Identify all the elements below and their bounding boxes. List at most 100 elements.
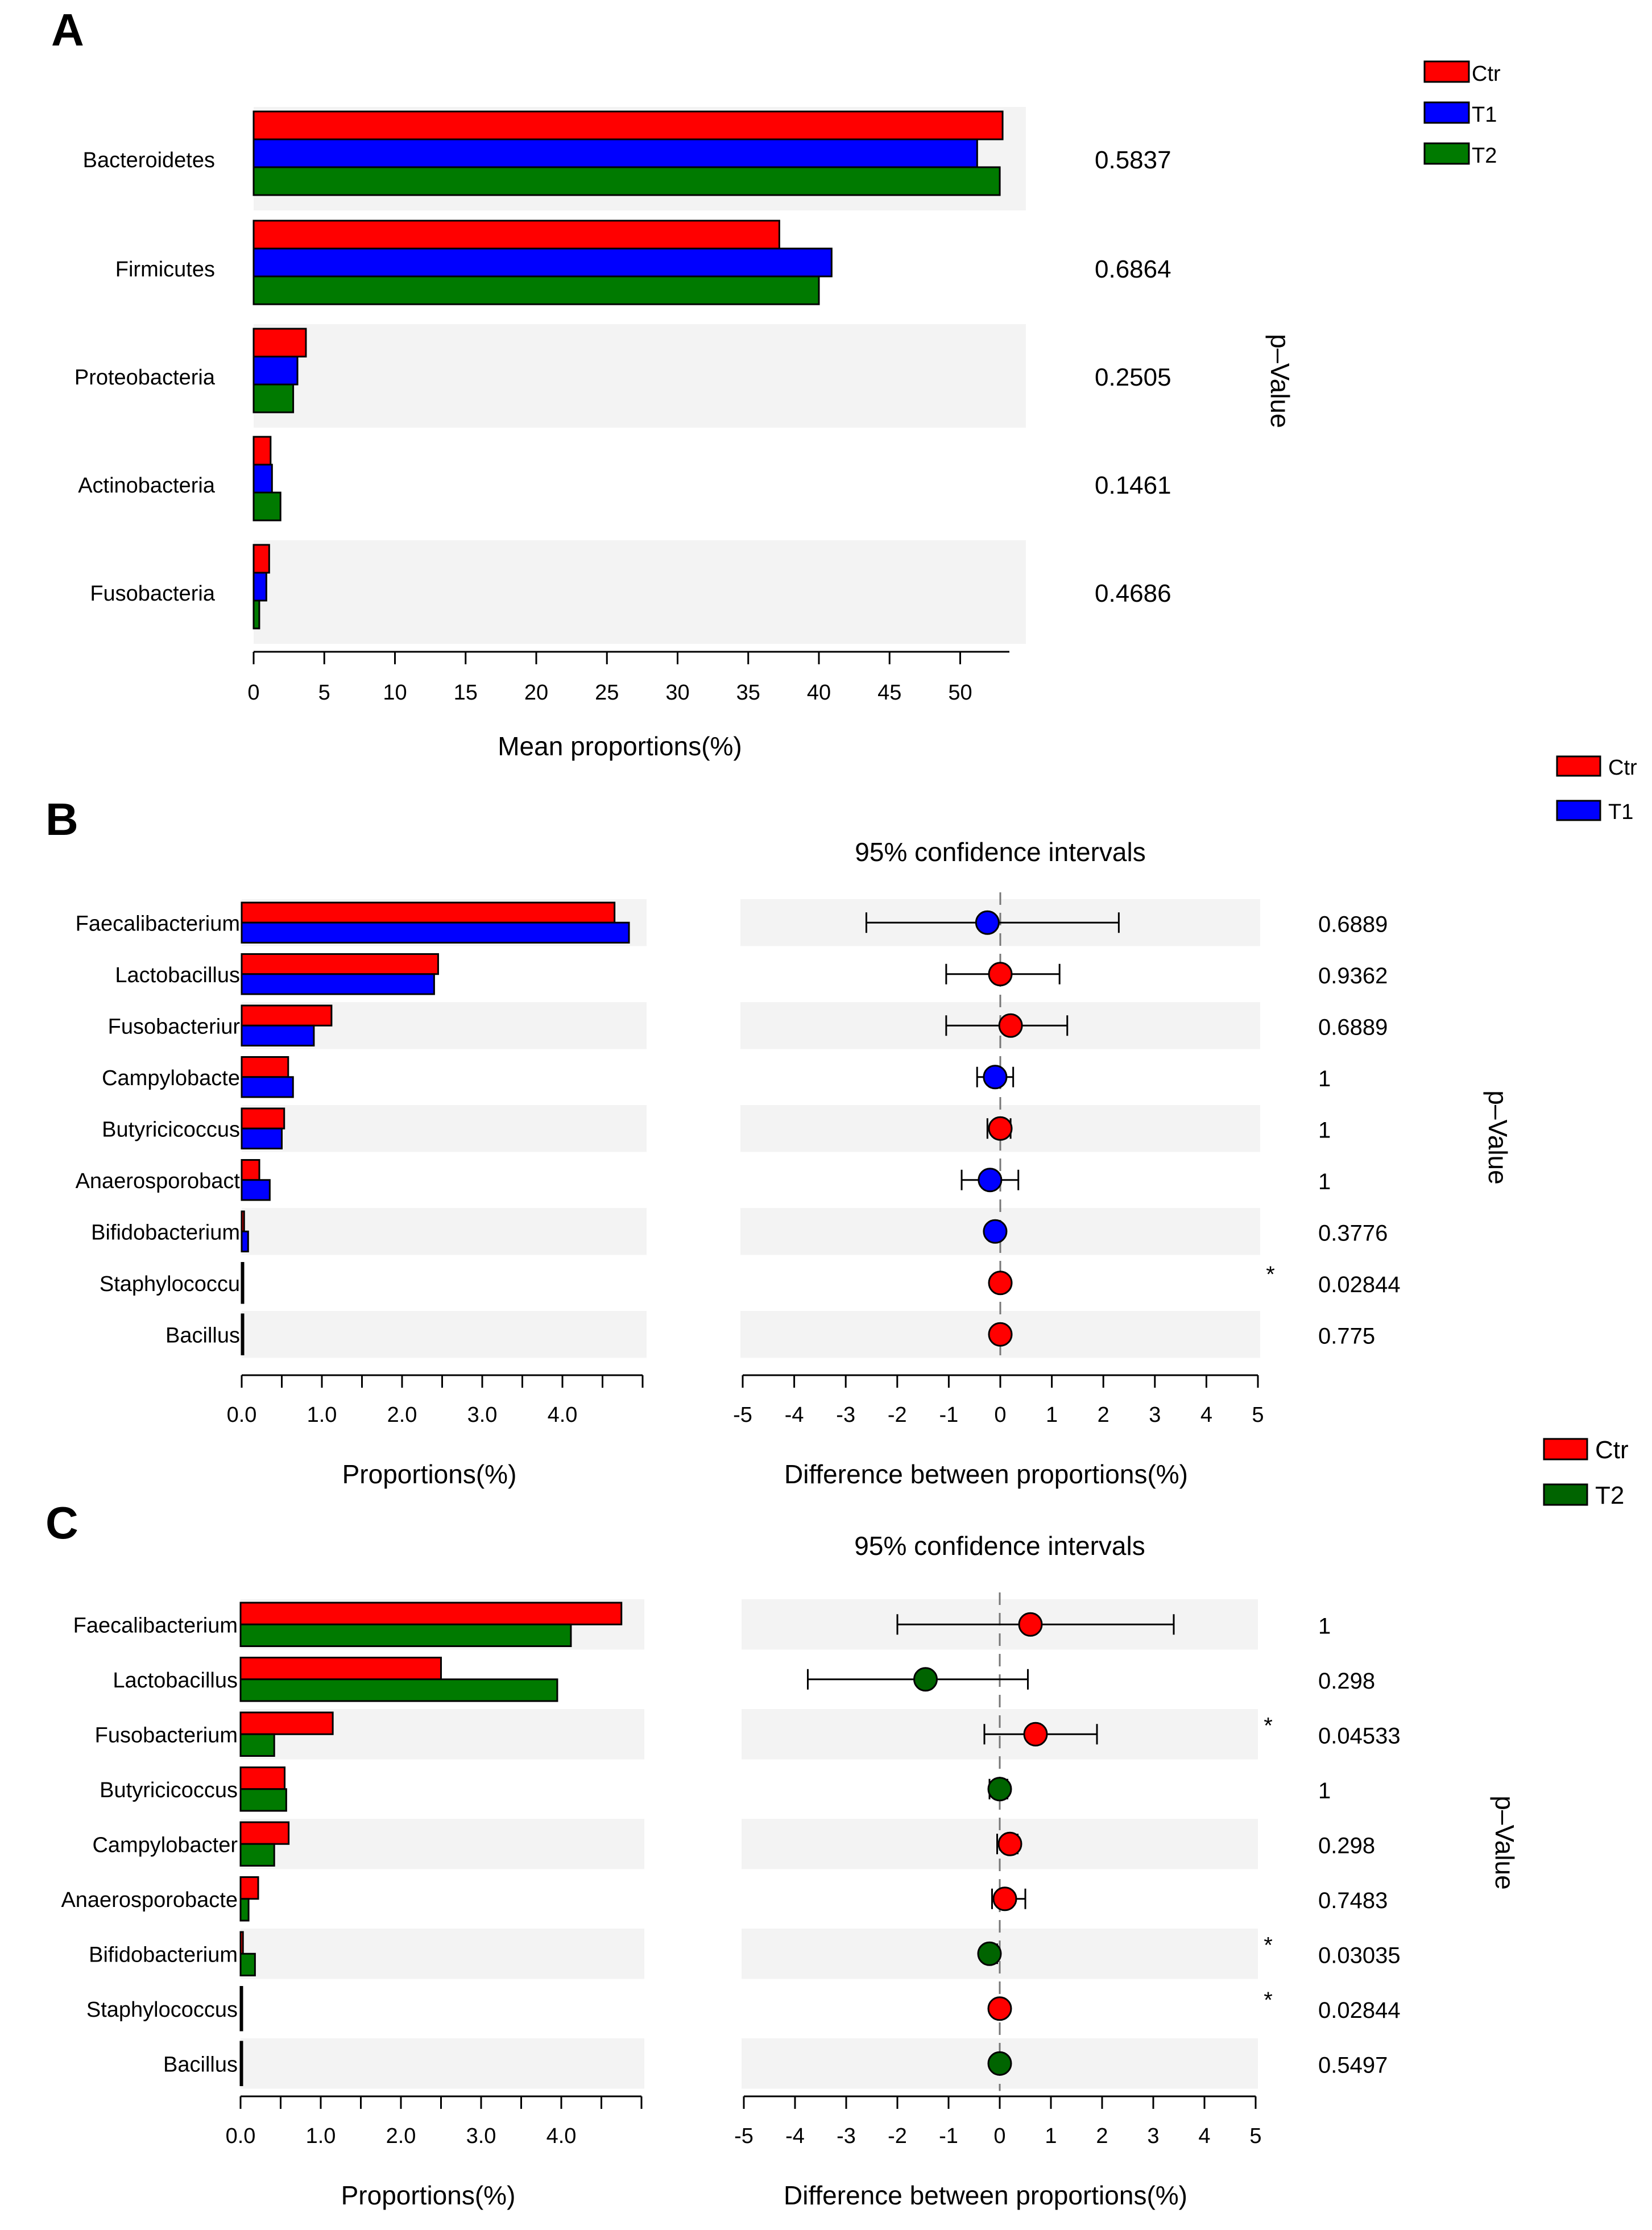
category-label: Bifidobacterium (89, 1943, 238, 1967)
category-label: Fusobacterium (95, 1723, 238, 1747)
ci-x-tick-label: 3 (1147, 2124, 1159, 2148)
bar-ctr (252, 328, 307, 358)
category-label: Lactobacillus (115, 963, 240, 987)
p-value: 0.298 (1318, 1833, 1375, 1858)
p-value: 0.02844 (1318, 1998, 1401, 2023)
ci-x-tick-label: 1 (1045, 2124, 1057, 2148)
p-value-axis-title: p–Value (1265, 334, 1295, 428)
ci-x-tick-label: 0 (994, 1403, 1006, 1427)
ci-point-t2 (987, 1777, 1012, 1802)
bar-t2 (252, 491, 281, 522)
significance-star: * (1264, 1713, 1273, 1738)
ci-x-tick-label: -5 (734, 2124, 753, 2148)
category-label: Butyricicoccus (100, 1778, 238, 1802)
ci-x-tick-label: -3 (837, 2124, 856, 2148)
bar-ctr (252, 544, 270, 574)
category-label: Bacillus (163, 2053, 238, 2076)
bar-ctr (241, 1210, 245, 1232)
bar-ctr (241, 1159, 260, 1181)
bar-ctr (241, 1107, 285, 1130)
bar-t1 (252, 464, 273, 494)
x-tick-label: 2.0 (387, 1403, 417, 1427)
bar-t1 (241, 1333, 245, 1355)
band (242, 1208, 647, 1255)
ci-x-tick-label: 2 (1096, 2124, 1108, 2148)
bar-t1 (241, 921, 630, 944)
x-tick-label: 20 (524, 681, 548, 705)
band (241, 1819, 644, 1869)
p-value: 0.298 (1318, 1669, 1375, 1694)
x-tick-label: 35 (736, 681, 760, 705)
ci-x-tick-label: -5 (733, 1403, 752, 1427)
band (242, 1311, 647, 1358)
category-label: Faecalibacterium (76, 912, 240, 936)
category-label: Lactobacillus (113, 1669, 238, 1693)
bar-ctr (239, 1986, 243, 2010)
bar-t1 (241, 1024, 315, 1046)
category-label: Bacillus (165, 1323, 240, 1347)
bar-t1 (241, 1127, 283, 1149)
ci-point-t1 (983, 1065, 1008, 1090)
bar-ctr (239, 1876, 259, 1900)
bar-ctr (241, 1262, 245, 1284)
category-label: Actinobacteria (78, 474, 216, 498)
p-value: 1 (1318, 1613, 1331, 1639)
p-value: 1 (1318, 1118, 1331, 1143)
legend-label: T2 (1595, 1482, 1624, 1509)
category-label: Bifidobacterium (91, 1220, 240, 1244)
bar-t1 (252, 138, 978, 168)
bar-t2 (239, 1678, 558, 1702)
ci-x-tick-label: -2 (888, 2124, 907, 2148)
p-value: 0.5837 (1095, 146, 1171, 174)
x-tick-label: 40 (807, 681, 831, 705)
bar-t2 (252, 383, 295, 413)
x-tick-label: 3.0 (466, 2124, 496, 2148)
ci-x-tick-label: 4 (1198, 2124, 1210, 2148)
ci-x-tick-label: 5 (1249, 2124, 1261, 2148)
category-label: Butyricicoccus (102, 1118, 240, 1141)
bar-t2 (239, 1843, 275, 1867)
x-axis-title: Mean proportions(%) (498, 731, 742, 761)
bar-ctr (239, 1931, 244, 1955)
panel-label-c: C (45, 1497, 78, 1548)
ci-point-ctr (998, 1013, 1023, 1038)
p-value: 0.04533 (1318, 1723, 1401, 1748)
bar-t1 (241, 1230, 249, 1252)
x-tick-label: 30 (665, 681, 689, 705)
p-value: 1 (1318, 1778, 1331, 1803)
x-tick-label: 4.0 (546, 2124, 577, 2148)
p-value: 0.1461 (1095, 471, 1171, 499)
x-tick-label: 10 (383, 681, 407, 705)
ci-point-ctr (988, 1271, 1013, 1296)
bar-t1 (252, 355, 299, 386)
x-tick-label: 0.0 (226, 2124, 256, 2148)
ci-point-t2 (977, 1941, 1002, 1966)
ci-title: 95% confidence intervals (854, 1531, 1145, 1561)
ci-point-ctr (987, 1996, 1012, 2021)
ci-point-ctr (997, 1831, 1022, 1856)
x-tick-label: 3.0 (467, 1403, 498, 1427)
ci-point-ctr (992, 1886, 1017, 1912)
ci-x-axis-title: Difference between proportions(%) (784, 2181, 1187, 2210)
category-label: Fusobacteria (90, 582, 216, 606)
legend-swatch-t1 (1423, 101, 1470, 124)
ci-x-tick-label: -1 (939, 2124, 958, 2148)
bar-t2 (239, 1952, 256, 1976)
x-tick-label: 45 (877, 681, 901, 705)
legend-label: T1 (1472, 103, 1497, 127)
band (254, 324, 1026, 428)
ci-point-ctr (988, 1116, 1013, 1141)
p-value-axis-title: p–Value (1490, 1795, 1519, 1889)
x-tick-label: 4.0 (548, 1403, 578, 1427)
bar-ctr (252, 436, 272, 466)
x-tick-label: 2.0 (386, 2124, 416, 2148)
p-value: 0.6889 (1318, 912, 1388, 937)
ci-x-tick-label: 0 (993, 2124, 1005, 2148)
category-label: Proteobacteria (74, 366, 216, 390)
category-label: Anaerosporobacte (61, 1888, 238, 1912)
category-label: Bacteroidetes (83, 148, 215, 172)
p-value: 0.3776 (1318, 1220, 1388, 1246)
ci-x-tick-label: 4 (1200, 1403, 1212, 1427)
ci-x-tick-label: -1 (939, 1403, 959, 1427)
